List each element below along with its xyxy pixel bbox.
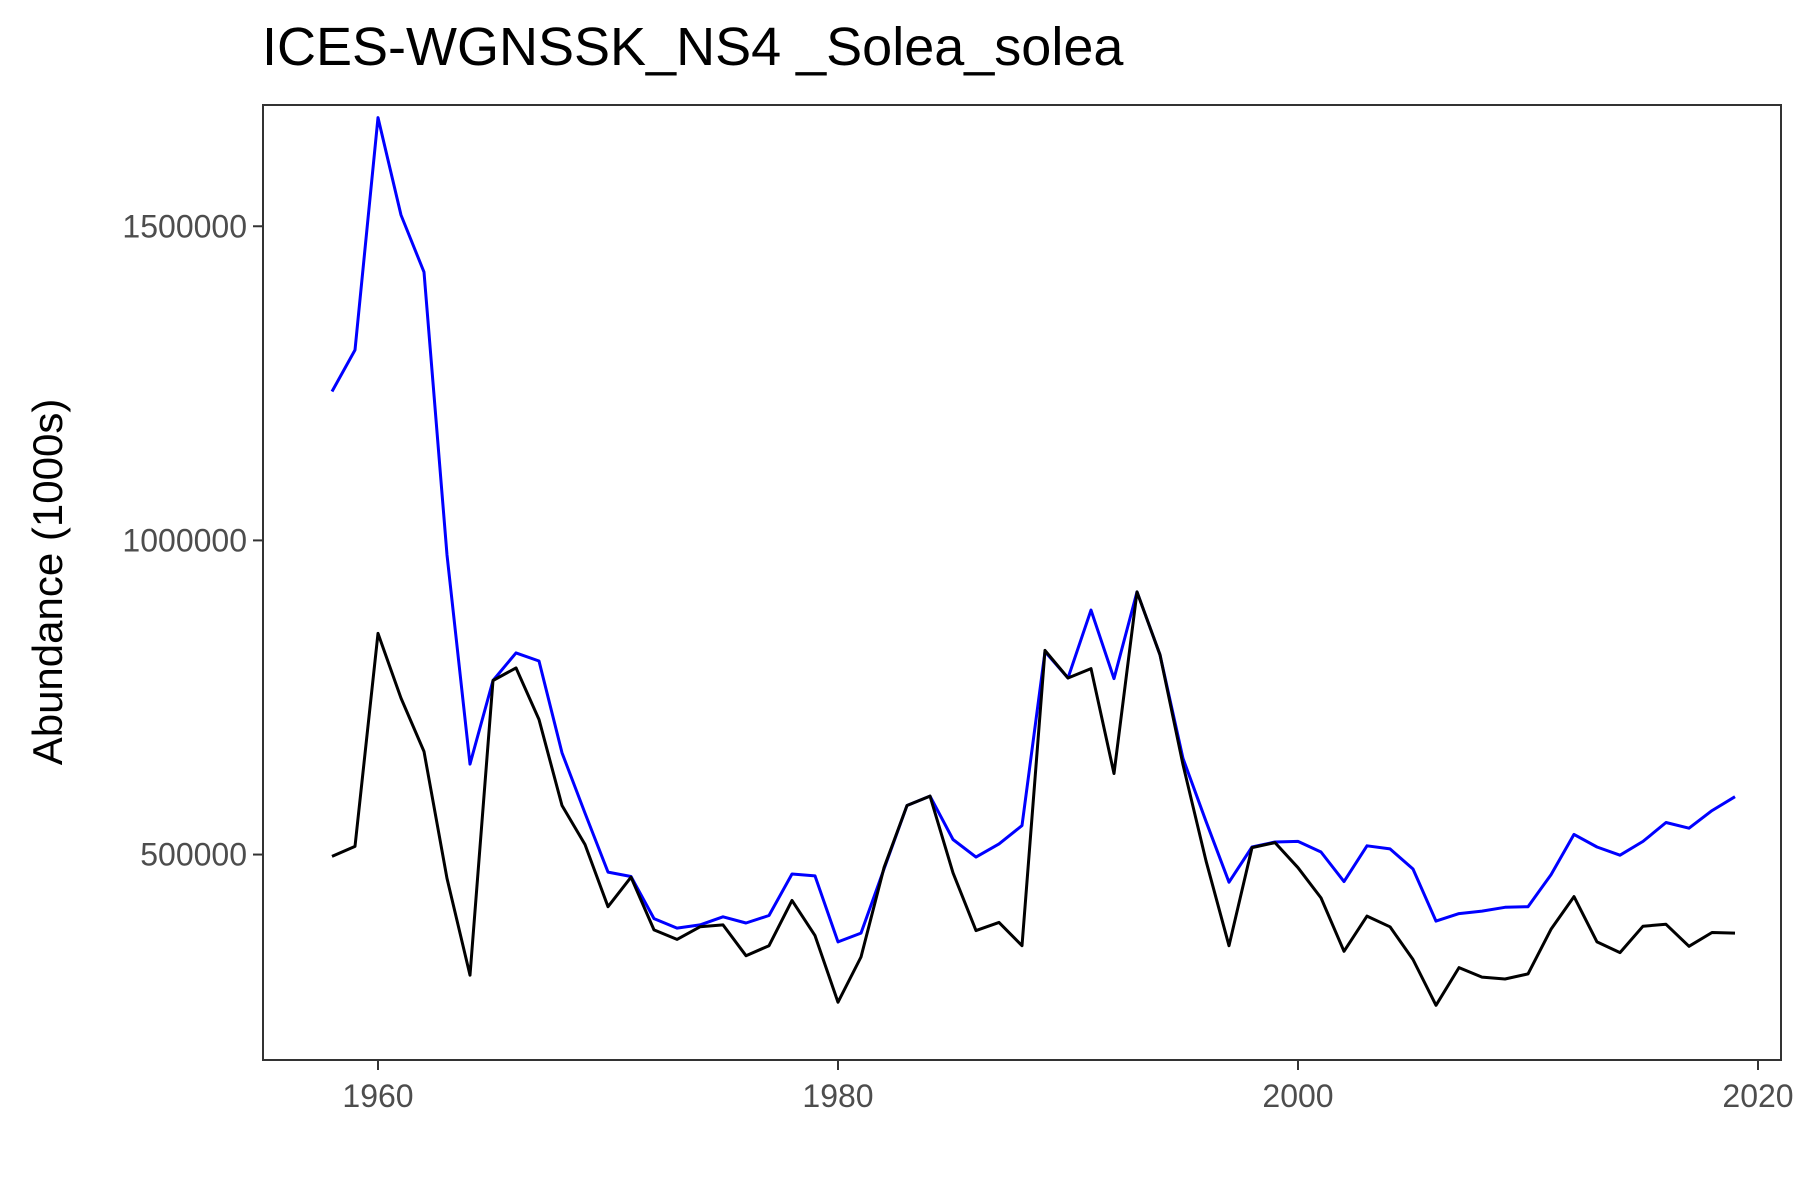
x-axis: 1960 1980 2000 2020 <box>342 1060 1794 1114</box>
y-tick-label: 1000000 <box>122 522 247 558</box>
x-tick-label: 1980 <box>802 1078 873 1114</box>
y-axis-label: Abundance (1000s) <box>24 399 71 766</box>
y-tick-label: 500000 <box>140 837 247 873</box>
series-line-2 <box>331 590 1736 1007</box>
x-tick-label: 2020 <box>1722 1078 1793 1114</box>
x-tick-label: 1960 <box>342 1078 413 1114</box>
series-layer <box>330 116 1736 1007</box>
series-line-1 <box>330 116 1736 944</box>
plot-panel <box>262 104 1782 1061</box>
y-tick-label: 1500000 <box>122 208 247 244</box>
x-tick-label: 2000 <box>1262 1078 1333 1114</box>
chart-title: ICES-WGNSSK_NS4 _Solea_solea <box>262 17 1124 77</box>
y-axis: 500000 1000000 1500000 <box>122 208 263 873</box>
